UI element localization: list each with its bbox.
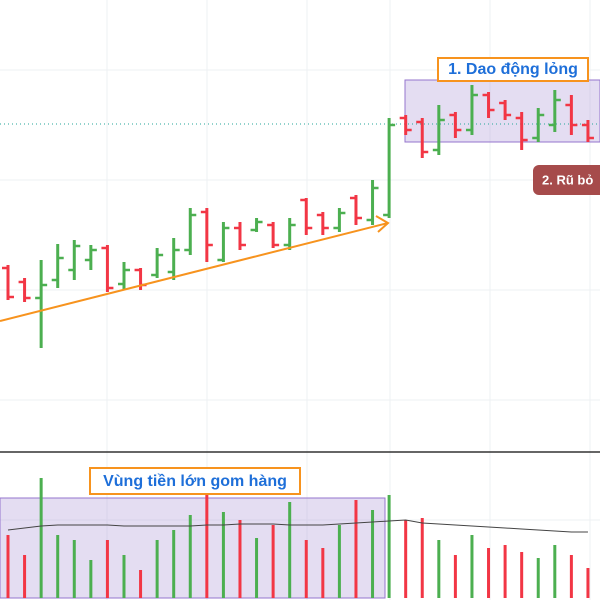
volume-bar xyxy=(503,545,507,598)
volume-bar xyxy=(520,552,524,598)
volume-bar xyxy=(188,515,192,598)
volume-bar xyxy=(255,538,259,598)
volume-bar xyxy=(89,560,93,598)
volume-bar xyxy=(337,525,341,598)
volume-bar xyxy=(155,540,159,598)
annotation-box xyxy=(533,165,600,195)
trend-arrow xyxy=(0,222,389,322)
volume-bar xyxy=(172,530,176,598)
annotation-box xyxy=(89,467,301,495)
volume-bar xyxy=(536,558,540,598)
volume-bar xyxy=(569,555,573,598)
volume-bar xyxy=(205,488,209,598)
volume-bar xyxy=(586,568,590,598)
volume-bar xyxy=(487,548,491,598)
volume-bar xyxy=(56,535,60,598)
volume-bar xyxy=(23,555,27,598)
volume-bar xyxy=(72,540,76,598)
volume-bar xyxy=(221,512,225,598)
volume-bar xyxy=(122,555,126,598)
volume-bar xyxy=(420,518,424,598)
annotation: Vùng tiền lớn gom hàng xyxy=(103,473,287,490)
accumulation-zone xyxy=(0,497,386,599)
volume-bar xyxy=(437,540,441,598)
volume-bar xyxy=(387,495,391,598)
volume-bar xyxy=(553,545,557,598)
volume-bar xyxy=(453,555,457,598)
volume-ma xyxy=(7,519,588,533)
volume-bar xyxy=(105,540,109,598)
arrow-head xyxy=(375,215,390,233)
volume-bar xyxy=(371,510,375,598)
annotation: 2. Rũ bỏ xyxy=(542,172,593,187)
annotation: 1. Dao động lỏng xyxy=(448,61,578,78)
volume-bar xyxy=(321,548,325,598)
volume-bar xyxy=(139,570,143,598)
volume-bar xyxy=(354,500,358,598)
volume-bar xyxy=(288,502,292,598)
annotation-box xyxy=(437,57,589,82)
volume-bar xyxy=(271,525,275,598)
volume-bar xyxy=(6,535,10,598)
volume-bar xyxy=(39,478,43,598)
volume-bar xyxy=(304,540,308,598)
volume-bar xyxy=(404,520,408,598)
volume-bar xyxy=(470,535,474,598)
volume-bar xyxy=(238,520,242,598)
